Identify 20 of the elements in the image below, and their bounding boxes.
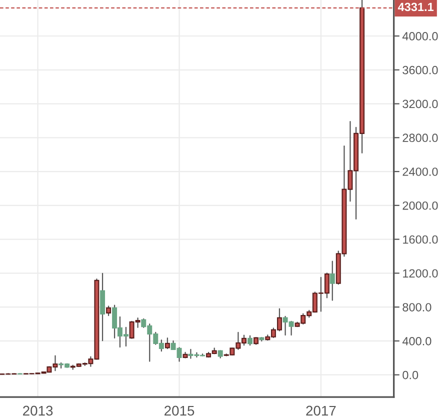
ref-line-label: 4331.1 (398, 2, 434, 12)
y-tick-label: 3600.0 (402, 66, 438, 74)
y-tick-label: 3200.0 (402, 100, 438, 108)
y-tick-label: 1200.0 (403, 269, 438, 278)
x-tick-label: 2013 (23, 406, 53, 416)
candlestick (106, 306, 112, 316)
y-tick-label: 800.0 (402, 303, 432, 312)
candlestick (164, 338, 170, 350)
y-tick-label: 2800.0 (402, 134, 438, 142)
x-tick-label: 2017 (306, 406, 336, 416)
y-tick-label: 2400.0 (402, 168, 438, 176)
candlestick (248, 335, 253, 346)
y-tick-label: 1600.0 (403, 235, 438, 244)
y-tick-label: 0.0 (402, 370, 418, 380)
candlestick (100, 272, 106, 342)
y-tick-label: 2000.0 (402, 201, 438, 210)
candlestick (330, 260, 335, 301)
x-tick-label: 2015 (164, 406, 194, 416)
y-tick-label: 400.0 (402, 336, 432, 346)
y-tick-label: 4000.0 (402, 32, 438, 40)
